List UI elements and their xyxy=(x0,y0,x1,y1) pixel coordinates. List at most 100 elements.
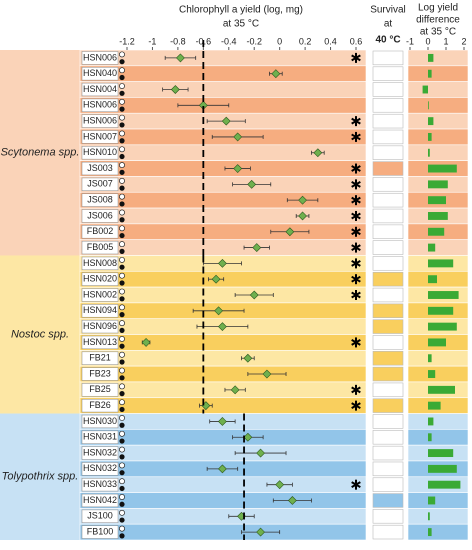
strain-box xyxy=(81,98,119,112)
diff-row xyxy=(407,365,469,383)
difference-bar xyxy=(428,322,457,331)
strain-box xyxy=(81,430,119,444)
diff-row xyxy=(407,65,469,82)
point xyxy=(271,69,281,79)
point xyxy=(217,322,227,332)
difference-bar xyxy=(428,196,446,205)
strain-label: HSN010 xyxy=(83,147,117,157)
diff-row xyxy=(407,239,469,256)
strain-label: HSN030 xyxy=(83,416,117,426)
asterisk xyxy=(351,131,361,142)
strain-label: FB25 xyxy=(89,384,111,394)
point xyxy=(247,179,257,189)
asterisk-stroke xyxy=(351,54,361,62)
strain-box xyxy=(81,414,119,429)
asterisk-stroke xyxy=(351,133,361,141)
diff-row xyxy=(407,492,469,509)
open-circle xyxy=(119,430,125,437)
title-line: at 35 °C xyxy=(223,19,259,30)
strain-box xyxy=(81,462,119,476)
difference-bar xyxy=(428,117,434,126)
x-tick-label: -0.6 xyxy=(196,36,212,46)
survival-cell xyxy=(372,240,404,255)
strain-box xyxy=(81,288,119,302)
strain-box xyxy=(81,67,119,81)
diff-tick-label: 1 xyxy=(443,36,448,46)
diff-row xyxy=(407,81,469,98)
difference-bar xyxy=(428,291,459,299)
strain-label: FB002 xyxy=(87,226,114,236)
point xyxy=(313,148,323,158)
point xyxy=(233,164,243,173)
strain-label: HSN007 xyxy=(83,131,117,141)
point xyxy=(256,448,266,458)
point xyxy=(217,464,227,474)
strain-label: HSN033 xyxy=(83,479,117,489)
survival-cell xyxy=(372,50,404,66)
difference-title: at 35 °C xyxy=(420,27,456,38)
diff-row xyxy=(407,270,469,288)
survival-title: at xyxy=(384,19,393,30)
difference-bar xyxy=(428,464,457,473)
filled-circle xyxy=(119,59,125,65)
asterisk xyxy=(351,384,361,395)
diff-row xyxy=(407,128,469,146)
filled-circle xyxy=(119,312,125,318)
strain-box xyxy=(81,272,119,286)
strain-box xyxy=(81,51,119,65)
difference-bar xyxy=(428,306,454,315)
open-circle xyxy=(119,415,125,421)
difference-bar xyxy=(428,354,432,363)
difference-bar xyxy=(428,243,436,252)
strain-label: HSN032 xyxy=(83,463,117,473)
strain-box xyxy=(81,304,119,318)
difference-bar xyxy=(428,69,432,78)
filled-circle xyxy=(119,438,125,444)
survival-cell xyxy=(372,414,404,429)
strain-label: JS008 xyxy=(87,195,113,205)
survival-cell xyxy=(372,161,404,176)
difference-bar xyxy=(428,338,446,347)
survival-cell xyxy=(372,256,404,271)
point xyxy=(298,211,307,221)
filled-circle xyxy=(119,296,125,302)
open-circle xyxy=(119,130,125,137)
group-band xyxy=(0,255,80,414)
open-circle xyxy=(119,351,125,358)
survival-cell xyxy=(372,509,404,524)
open-circle xyxy=(119,494,125,500)
asterisk-stroke xyxy=(351,196,361,204)
x-tick-label: -0.4 xyxy=(221,36,237,46)
strain-box xyxy=(81,209,119,223)
asterisk-stroke xyxy=(351,260,361,267)
strain-box xyxy=(81,130,119,144)
survival-cell xyxy=(372,177,404,192)
difference-bar xyxy=(428,53,434,62)
filled-circle xyxy=(119,248,125,254)
difference-bar xyxy=(428,259,454,268)
point xyxy=(285,227,295,237)
diff-row xyxy=(407,523,469,541)
asterisk-stroke xyxy=(351,291,361,299)
point xyxy=(214,306,224,316)
open-circle xyxy=(119,399,125,406)
open-circle xyxy=(119,83,125,89)
strain-box xyxy=(81,493,119,508)
diff-row xyxy=(407,508,469,525)
survival-cell xyxy=(372,477,404,492)
survival-cell xyxy=(372,430,404,445)
filled-circle xyxy=(119,454,125,460)
filled-circle xyxy=(119,106,125,112)
difference-bar xyxy=(428,496,436,505)
difference-bar xyxy=(428,528,432,537)
x-tick-label: -1.2 xyxy=(119,36,135,46)
asterisk-stroke xyxy=(351,212,361,220)
difference-bar xyxy=(428,401,441,410)
survival-cell xyxy=(372,208,404,224)
difference-bar xyxy=(428,449,454,458)
group-label: Tolypothrix spp. xyxy=(2,471,79,483)
x-tick-label: -0.8 xyxy=(170,36,186,46)
title-line: Chlorophyll a yield (log, mg) xyxy=(179,5,303,16)
open-circle xyxy=(119,272,125,279)
group-band xyxy=(0,413,80,540)
